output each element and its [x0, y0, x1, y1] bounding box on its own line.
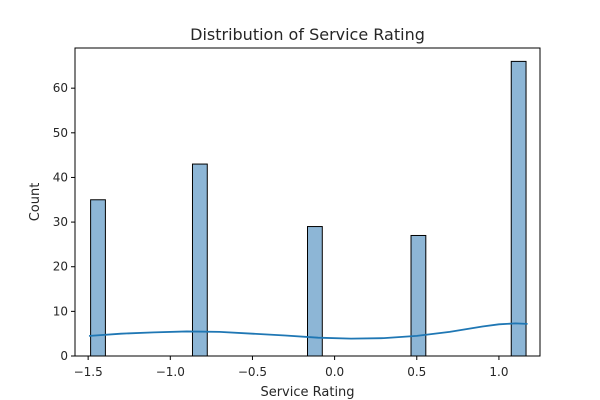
chart-title: Distribution of Service Rating [190, 25, 425, 44]
y-axis-label: Count [28, 183, 43, 222]
y-tick-label: 40 [53, 170, 68, 184]
x-axis-label: Service Rating [260, 385, 354, 400]
y-tick-label: 20 [53, 260, 68, 274]
x-tick-label: −0.5 [238, 365, 267, 379]
x-tick-label: 0.0 [325, 365, 344, 379]
histogram-bar [90, 199, 106, 357]
x-tick-label: 0.5 [407, 365, 426, 379]
y-tick-label: 30 [53, 215, 68, 229]
x-tick-label: −1.5 [74, 365, 103, 379]
histogram-bar [510, 60, 527, 357]
x-tick-label: 1.0 [489, 365, 508, 379]
y-tick-label: 50 [53, 126, 68, 140]
kde-curve [88, 322, 528, 340]
y-tick-label: 60 [53, 81, 68, 95]
bars-layer [90, 60, 527, 357]
x-axis-ticks: −1.5 −1.0 −0.5 0.0 0.5 1.0 [74, 356, 508, 379]
y-tick-label: 0 [60, 349, 68, 363]
x-tick-label: −1.0 [156, 365, 185, 379]
kde-layer [88, 322, 528, 340]
y-axis-ticks: 0 10 20 30 40 50 60 [53, 81, 75, 363]
histogram-bar [191, 163, 208, 357]
y-tick-label: 10 [53, 304, 68, 318]
plot-frame [74, 47, 541, 357]
histogram-bar [410, 234, 427, 357]
